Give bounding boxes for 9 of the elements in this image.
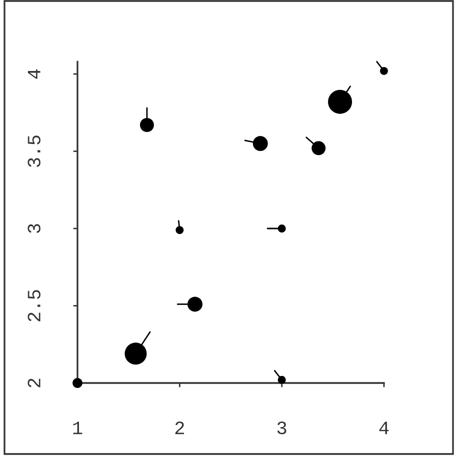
y-tick-label: 4 xyxy=(28,69,40,79)
y-tick-label: 3 xyxy=(28,224,40,233)
y-tick-label: 2 xyxy=(28,378,40,388)
x-tick-label: 2 xyxy=(175,422,184,434)
x-tick-label: 3 xyxy=(277,422,286,434)
y-tick-label: 2.5 xyxy=(28,290,40,322)
x-tick-label: 4 xyxy=(379,422,389,434)
y-tick-label: 3.5 xyxy=(28,136,40,167)
x-tick-label: 1 xyxy=(73,422,82,434)
